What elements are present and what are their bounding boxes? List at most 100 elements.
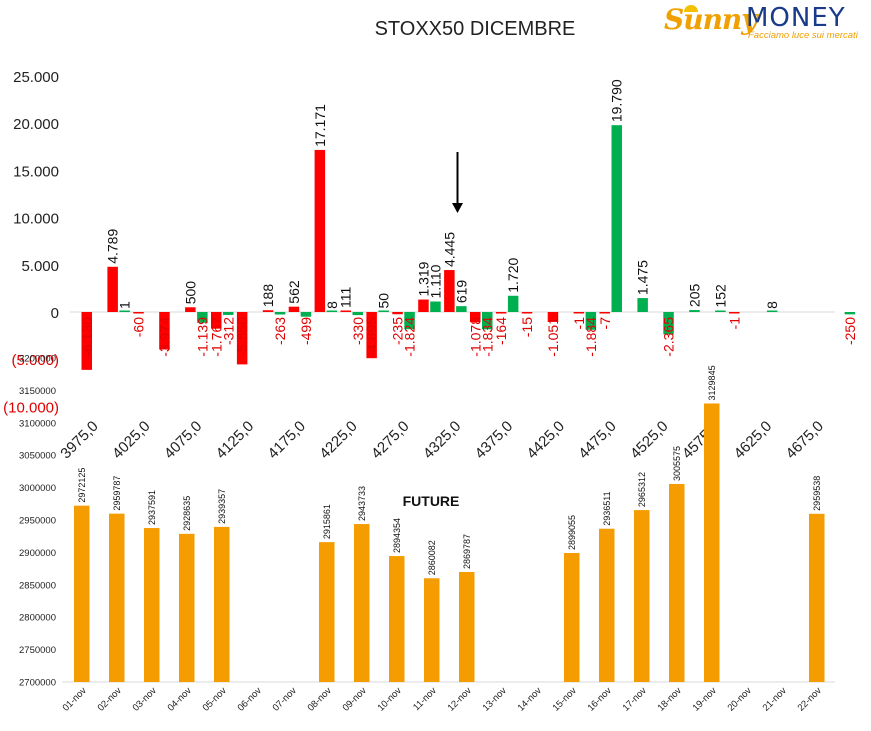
bar-green [482,312,493,330]
x-tick-label: 4125,0 [213,418,257,462]
future-y-tick-label: 3100000 [19,418,56,429]
brand-logo: Sunny MONEY Facciamo luce sui mercati [664,3,864,45]
bar-green [404,312,415,330]
bar-red [288,306,300,312]
future-x-tick-label: 07-nov [271,685,299,713]
future-x-tick-label: 11-nov [411,685,439,713]
bar-red [314,149,326,312]
bar-red [159,312,170,350]
bar-red [340,310,351,312]
data-label: 205 [686,283,702,307]
bar-red [599,312,610,314]
sun-icon [684,5,698,12]
bar-green [507,295,519,312]
chart-title: STOXX50 DICEMBRE [375,18,576,40]
data-label: 19.790 [609,79,625,122]
arrow-down-icon [452,203,463,213]
bar-green [326,310,338,312]
future-data-label: 2939357 [217,489,227,524]
logo-money-text: MONEY [746,3,846,33]
bar-green [663,312,674,335]
bar-green [197,312,208,323]
data-label: -330 [350,317,366,345]
future-bar [74,505,90,682]
future-data-label: 2894354 [392,518,402,553]
future-bar [704,403,720,682]
data-label: 8 [764,301,780,309]
y-tick-label: 5.000 [21,258,59,275]
future-x-tick-label: 17-nov [621,685,649,713]
bar-red [262,310,274,312]
future-data-label: 3005575 [672,446,682,481]
future-data-label: 2928635 [182,496,192,531]
bar-green [585,312,597,330]
x-tick-label: 4275,0 [368,418,412,462]
data-label: -250 [842,317,858,345]
future-x-tick-label: 02-nov [96,685,124,713]
x-tick-label: 4675,0 [783,418,827,462]
future-x-tick-label: 20-nov [726,685,754,713]
future-bar [634,510,650,682]
future-x-tick-label: 16-nov [586,685,614,713]
future-bar [354,524,370,682]
y-tick-label: 10.000 [13,211,59,228]
data-label: 4.445 [441,232,457,267]
y-tick-label: 20.000 [13,116,59,133]
future-x-tick-label: 08-nov [306,685,334,713]
data-label: 188 [260,284,276,308]
future-bar [599,528,615,682]
future-data-label: 2936511 [602,491,612,525]
y-tick-label: (10.000) [3,399,59,416]
future-x-tick-label: 18-nov [656,685,684,713]
data-label: 1.110 [427,264,443,298]
future-x-tick-label: 06-nov [236,685,264,713]
future-bar [144,528,160,682]
bar-green [274,312,286,315]
bar-red [521,312,533,314]
data-label: 8 [324,301,340,309]
data-label: -235 [390,317,406,345]
bar-green [766,310,778,312]
x-tick-label: 4375,0 [472,418,516,462]
data-label: -4.895 [364,317,380,357]
logo-sunny-text: Sunny [664,3,758,36]
future-y-tick-label: 2900000 [19,548,56,559]
data-label: 500 [182,281,198,305]
future-data-label: 3129845 [707,365,717,400]
bar-red [418,299,429,312]
x-tick-label: 4625,0 [731,418,775,462]
data-label: -164 [493,317,509,345]
x-tick-label: 4325,0 [420,418,464,462]
bar-red [444,270,455,312]
data-label: 619 [453,280,469,304]
x-tick-label: 4075,0 [161,418,205,462]
data-label: -5.550 [234,317,250,357]
future-bar [109,513,125,682]
future-title: FUTURE [403,493,460,509]
bar-green [300,312,312,317]
data-label: -1.139 [194,317,210,357]
bar-red [573,312,585,314]
future-data-label: 2860082 [427,540,437,575]
y-tick-label: (5.000) [11,352,59,369]
data-label: -263 [272,317,288,345]
y-tick-label: 15.000 [13,163,59,180]
data-label: 1 [117,301,133,309]
data-label: -6.130 [79,317,95,357]
bar-green [611,125,622,312]
data-label: -1.767 [208,317,224,357]
future-x-tick-label: 13-nov [481,685,509,713]
data-label: -15 [519,317,535,337]
bar-red [470,312,481,323]
data-label: -2.365 [661,317,677,357]
data-label: -60 [131,317,147,337]
bar-red [547,312,559,322]
data-label: -499 [298,317,314,345]
bar-green [715,310,726,312]
future-data-label: 2972125 [77,468,87,503]
data-label: -312 [220,317,236,345]
bar-red [185,307,196,312]
future-x-tick-label: 22-nov [796,685,824,713]
